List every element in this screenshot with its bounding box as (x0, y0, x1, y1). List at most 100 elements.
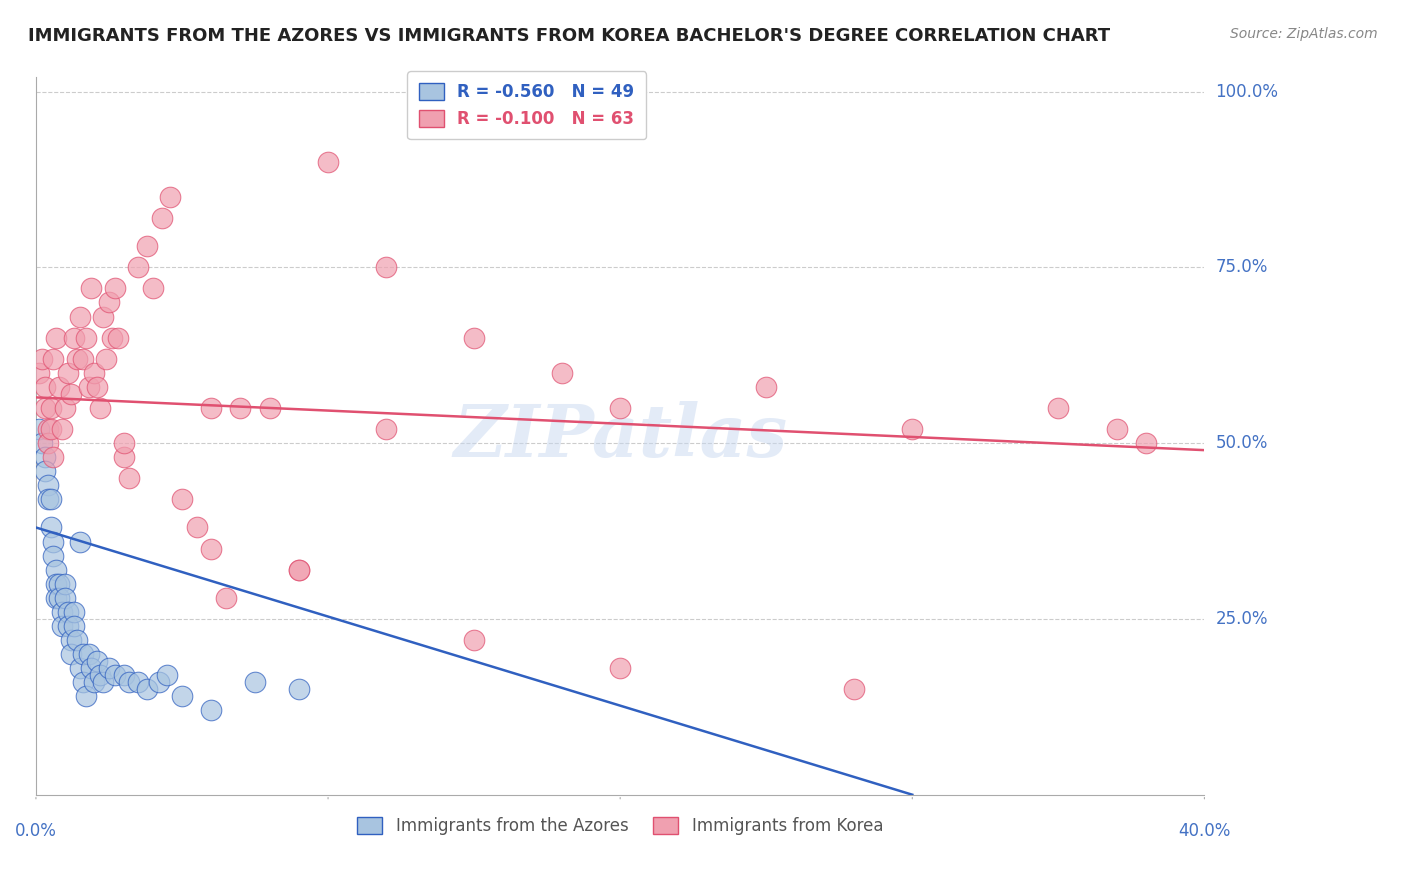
Point (1105, 422, 1128, 436)
Point (104, 668, 127, 682)
Point (112, 436, 135, 450)
Point (118, 675, 141, 690)
Point (56, 605, 79, 619)
Point (48, 576, 70, 591)
Point (66, 351, 89, 366)
Point (288, 682, 311, 697)
Point (127, 260, 149, 275)
Text: 40.0%: 40.0% (1178, 822, 1230, 840)
Point (34, 380, 56, 394)
Point (375, 260, 398, 275)
Point (45, 591, 67, 605)
Point (66, 632, 89, 647)
Point (53, 576, 76, 591)
Point (170, 690, 193, 704)
Point (31, 436, 53, 450)
Point (39, 520, 62, 534)
Point (72, 675, 94, 690)
Point (69, 310, 91, 324)
Text: IMMIGRANTS FROM THE AZORES VS IMMIGRANTS FROM KOREA BACHELOR'S DEGREE CORRELATIO: IMMIGRANTS FROM THE AZORES VS IMMIGRANTS… (28, 27, 1111, 45)
Point (51, 619, 73, 633)
Point (69, 534, 91, 549)
Point (59, 647, 82, 661)
Point (39, 422, 62, 436)
Point (75, 690, 97, 704)
Point (288, 563, 311, 577)
Text: Source: ZipAtlas.com: Source: ZipAtlas.com (1230, 27, 1378, 41)
Point (45, 563, 67, 577)
Point (901, 422, 924, 436)
Point (107, 331, 129, 345)
Point (86, 380, 108, 394)
Point (127, 675, 149, 690)
Point (37, 478, 59, 492)
Point (159, 190, 181, 204)
Point (63, 331, 86, 345)
Point (45, 331, 67, 345)
Point (42, 351, 65, 366)
Point (77, 647, 100, 661)
Text: 0.0%: 0.0% (15, 822, 56, 840)
Point (59, 632, 82, 647)
Point (463, 331, 485, 345)
Point (75, 331, 97, 345)
Point (156, 668, 179, 682)
Text: 50.0%: 50.0% (1216, 434, 1268, 452)
Point (259, 401, 281, 415)
Point (98, 295, 121, 310)
Point (316, 154, 339, 169)
Point (72, 647, 94, 661)
Point (48, 591, 70, 605)
Point (463, 632, 485, 647)
Point (45, 576, 67, 591)
Text: 100.0%: 100.0% (1216, 82, 1278, 101)
Point (37, 492, 59, 507)
Point (375, 422, 398, 436)
Point (200, 401, 222, 415)
Point (91, 675, 114, 690)
Point (53, 591, 76, 605)
Point (63, 605, 86, 619)
Point (56, 619, 79, 633)
Point (80, 281, 103, 295)
Point (69, 661, 91, 675)
Point (42, 534, 65, 549)
Point (39, 401, 62, 415)
Point (112, 450, 135, 465)
Point (104, 281, 127, 295)
Point (51, 422, 73, 436)
Point (98, 661, 121, 675)
Point (200, 703, 222, 717)
Point (150, 211, 173, 225)
Point (39, 492, 62, 507)
Point (48, 380, 70, 394)
Point (31, 351, 53, 366)
Point (118, 471, 141, 485)
Point (148, 675, 170, 690)
Legend: Immigrants from the Azores, Immigrants from Korea: Immigrants from the Azores, Immigrants f… (349, 809, 891, 844)
Point (243, 675, 266, 690)
Point (42, 549, 65, 563)
Point (34, 401, 56, 415)
Point (56, 366, 79, 380)
Point (136, 239, 159, 253)
Point (1135, 436, 1157, 450)
Point (28, 366, 51, 380)
Point (94, 351, 117, 366)
Point (609, 401, 631, 415)
Point (101, 331, 124, 345)
Point (609, 661, 631, 675)
Point (51, 605, 73, 619)
Point (63, 619, 86, 633)
Point (37, 422, 59, 436)
Point (112, 668, 135, 682)
Point (59, 387, 82, 401)
Point (34, 450, 56, 465)
Point (755, 380, 778, 394)
Point (77, 380, 100, 394)
Point (842, 682, 865, 697)
Point (288, 563, 311, 577)
Point (37, 436, 59, 450)
Point (136, 682, 159, 697)
Point (229, 401, 252, 415)
